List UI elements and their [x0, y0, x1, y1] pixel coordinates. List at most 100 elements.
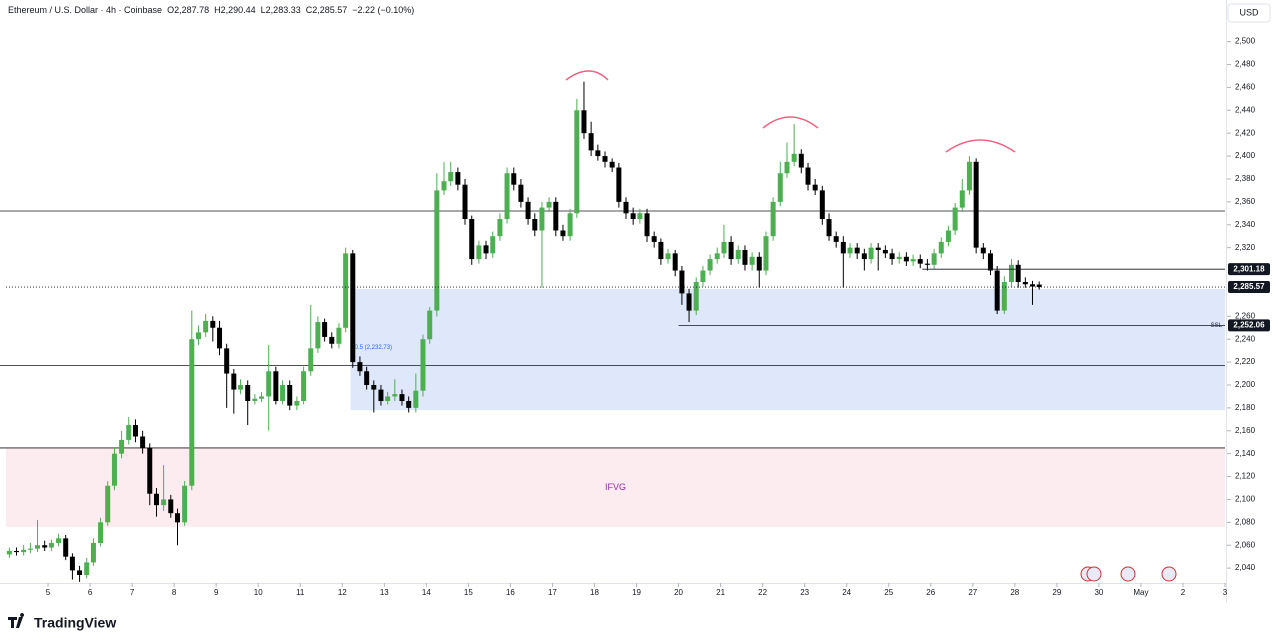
- candle-body: [735, 249, 741, 260]
- x-tick-label: 5: [46, 588, 51, 597]
- candle-body: [903, 256, 909, 262]
- x-tick-label: 7: [130, 588, 135, 597]
- logo[interactable]: TradingView: [8, 613, 116, 631]
- candle-body: [69, 556, 75, 571]
- candle-body: [196, 332, 202, 340]
- x-tick-label: 16: [506, 588, 515, 597]
- x-tick-label: 8: [172, 588, 177, 597]
- y-tick-label: 2,060: [1235, 540, 1256, 549]
- candle-body: [336, 327, 342, 344]
- candle-body: [294, 401, 300, 406]
- ohlc-open: O2,287.78: [167, 5, 210, 15]
- candle-body: [812, 184, 818, 191]
- candle-body: [588, 133, 594, 151]
- candle-body: [147, 447, 153, 494]
- candle-body: [280, 384, 286, 402]
- candle-body: [623, 201, 629, 214]
- x-tick-label: 13: [380, 588, 389, 597]
- candle-body: [48, 542, 54, 548]
- y-tick-label: 2,320: [1235, 243, 1256, 252]
- candle-body: [847, 247, 853, 254]
- candle-body: [980, 247, 986, 254]
- candle-body: [210, 320, 216, 328]
- candle-body: [427, 310, 433, 340]
- x-tick-label: 3: [1223, 588, 1228, 597]
- x-tick-label: 29: [1052, 588, 1061, 597]
- candle-body: [392, 394, 398, 397]
- candle-body: [42, 545, 48, 548]
- x-tick-label: 10: [254, 588, 263, 597]
- currency-box[interactable]: [1227, 3, 1271, 23]
- candle-body: [742, 249, 748, 265]
- event-icon[interactable]: [1120, 566, 1136, 582]
- candle-body: [245, 384, 251, 402]
- candle-body: [532, 219, 538, 231]
- candle-body: [574, 110, 580, 214]
- event-icon[interactable]: [1086, 566, 1102, 582]
- candle-body: [994, 270, 1000, 311]
- candle-body: [707, 259, 713, 271]
- x-tick-label: 26: [926, 588, 935, 597]
- event-icons[interactable]: [1080, 566, 1177, 582]
- brand[interactable]: TradingView: [34, 615, 116, 631]
- candle-body: [441, 181, 447, 191]
- candle-body: [749, 256, 755, 265]
- header: Ethereum / U.S. Dollar · 4h · Coinbase O…: [8, 5, 414, 15]
- candle-body: [1008, 264, 1014, 282]
- top-arc: [762, 116, 819, 129]
- candle-body: [966, 161, 972, 191]
- candle-body: [539, 207, 545, 231]
- candle-body: [875, 247, 881, 250]
- candle-body: [1001, 281, 1007, 311]
- currency[interactable]: USD: [1239, 7, 1259, 17]
- candle-body: [273, 371, 279, 402]
- candle-body: [126, 425, 132, 440]
- candle-body: [616, 167, 622, 202]
- zone: [6, 447, 1225, 527]
- candle-body: [497, 219, 503, 237]
- candle-body: [399, 394, 405, 402]
- candle-body: [630, 213, 636, 220]
- candle-body: [791, 153, 797, 162]
- candle-body: [931, 253, 937, 265]
- candle-body: [175, 513, 181, 523]
- candle-body: [434, 190, 440, 311]
- candle-body: [602, 156, 608, 162]
- x-tick-label: 6: [88, 588, 93, 597]
- candle-body: [756, 256, 762, 271]
- candle-body: [868, 247, 874, 260]
- price-label: 2,285.57: [1233, 282, 1265, 291]
- candle-body: [798, 153, 804, 168]
- event-icon[interactable]: [1161, 566, 1177, 582]
- candle-body: [973, 161, 979, 248]
- candle-body: [252, 398, 258, 402]
- x-tick-label: 2: [1181, 588, 1186, 597]
- x-tick-label: 21: [716, 588, 725, 597]
- price-tag: SSL: [1211, 323, 1223, 329]
- y-tick-label: 2,180: [1235, 403, 1256, 412]
- y-tick-label: 2,500: [1235, 37, 1256, 46]
- candle-body: [469, 219, 475, 260]
- x-tick-label: 28: [1010, 588, 1019, 597]
- y-tick-label: 2,080: [1235, 517, 1256, 526]
- logo-icon: [8, 613, 25, 628]
- candle-body: [406, 401, 412, 408]
- candle-body: [111, 453, 117, 486]
- y-tick-label: 2,120: [1235, 472, 1256, 481]
- candle-body: [301, 371, 307, 402]
- candle-body: [553, 201, 559, 231]
- candle-body: [27, 548, 33, 550]
- zone-label: 0.5 (2,232.73): [355, 345, 392, 351]
- candle-body: [672, 253, 678, 271]
- price-label-box: [1228, 263, 1270, 276]
- y-tick-label: 2,380: [1235, 174, 1256, 183]
- candle-body: [182, 485, 188, 523]
- ohlc-close: C2,285.57: [305, 5, 348, 15]
- candle-body: [476, 245, 482, 260]
- candle-body: [322, 322, 328, 337]
- candle-body: [357, 362, 363, 372]
- candle-body: [651, 236, 657, 242]
- candle-body: [63, 538, 69, 557]
